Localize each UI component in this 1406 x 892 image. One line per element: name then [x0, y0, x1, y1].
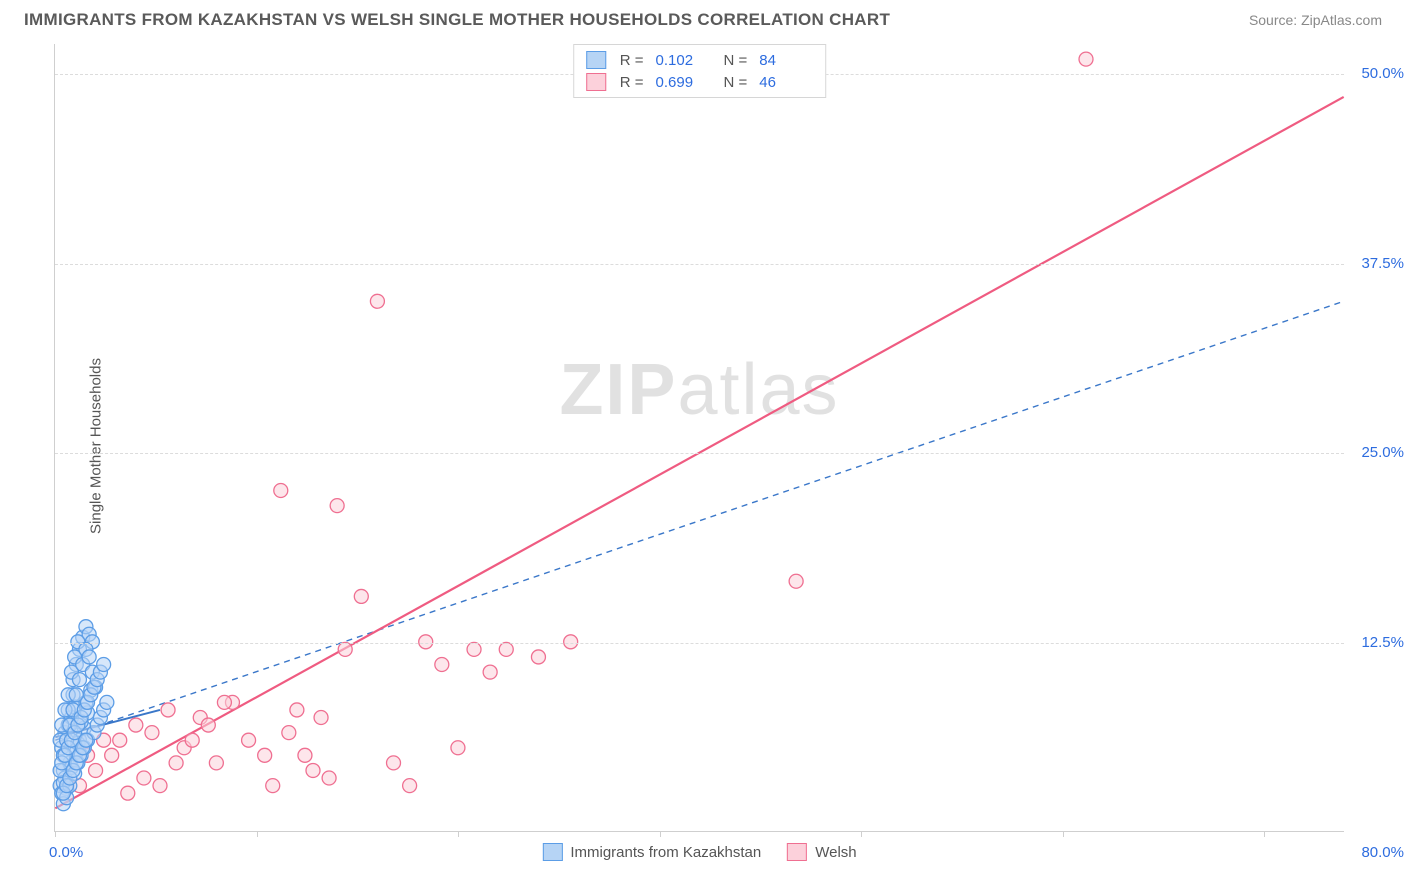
- data-point: [467, 642, 481, 656]
- data-point: [290, 703, 304, 717]
- x-tick: [257, 831, 258, 837]
- gridline: [55, 643, 1344, 644]
- y-tick-label: 50.0%: [1361, 65, 1404, 82]
- data-point: [145, 726, 159, 740]
- x-max-label: 80.0%: [1361, 844, 1404, 861]
- data-point: [153, 779, 167, 793]
- data-point: [79, 733, 93, 747]
- legend-swatch-1: [586, 51, 606, 69]
- plot-svg: [55, 44, 1344, 831]
- legend-stats-row-2: R = 0.699 N = 46: [582, 71, 818, 93]
- data-point: [185, 733, 199, 747]
- data-point: [169, 756, 183, 770]
- legend-n-value-1: 84: [759, 52, 813, 69]
- data-point: [403, 779, 417, 793]
- data-point: [338, 642, 352, 656]
- data-point: [370, 294, 384, 308]
- legend-stats-box: R = 0.102 N = 84 R = 0.699 N = 46: [573, 44, 827, 98]
- data-point: [789, 574, 803, 588]
- legend-bottom-swatch-2: [787, 843, 807, 861]
- data-point: [97, 658, 111, 672]
- trend-line: [55, 301, 1343, 740]
- x-tick: [1063, 831, 1064, 837]
- data-point: [354, 589, 368, 603]
- legend-n-label-2: N =: [724, 74, 748, 91]
- data-point: [298, 748, 312, 762]
- legend-bottom: Immigrants from Kazakhstan Welsh: [542, 843, 856, 861]
- data-point: [82, 650, 96, 664]
- data-point: [435, 658, 449, 672]
- data-point: [274, 483, 288, 497]
- data-point: [282, 726, 296, 740]
- legend-swatch-2: [586, 73, 606, 91]
- x-tick: [861, 831, 862, 837]
- gridline: [55, 264, 1344, 265]
- data-point: [129, 718, 143, 732]
- legend-r-value-2: 0.699: [656, 74, 710, 91]
- data-point: [113, 733, 127, 747]
- chart-plot-area: ZIPatlas R = 0.102 N = 84 R = 0.699 N = …: [54, 44, 1344, 832]
- gridline: [55, 453, 1344, 454]
- data-point: [387, 756, 401, 770]
- data-point: [330, 499, 344, 513]
- data-point: [499, 642, 513, 656]
- legend-stats-row-1: R = 0.102 N = 84: [582, 49, 818, 71]
- data-point: [72, 673, 86, 687]
- legend-n-value-2: 46: [759, 74, 813, 91]
- legend-bottom-item-2: Welsh: [787, 843, 856, 861]
- y-tick-label: 12.5%: [1361, 634, 1404, 651]
- data-point: [161, 703, 175, 717]
- data-point: [137, 771, 151, 785]
- data-point: [201, 718, 215, 732]
- x-tick: [660, 831, 661, 837]
- data-point: [266, 779, 280, 793]
- data-point: [1079, 52, 1093, 66]
- data-point: [322, 771, 336, 785]
- data-point: [242, 733, 256, 747]
- legend-r-label-2: R =: [620, 74, 644, 91]
- y-tick-label: 25.0%: [1361, 444, 1404, 461]
- data-point: [209, 756, 223, 770]
- data-point: [314, 710, 328, 724]
- data-point: [483, 665, 497, 679]
- data-point: [531, 650, 545, 664]
- legend-r-label-1: R =: [620, 52, 644, 69]
- legend-bottom-label-1: Immigrants from Kazakhstan: [570, 844, 761, 861]
- data-point: [306, 763, 320, 777]
- x-min-label: 0.0%: [49, 844, 83, 861]
- data-point: [89, 763, 103, 777]
- x-tick: [1264, 831, 1265, 837]
- x-tick: [458, 831, 459, 837]
- data-point: [100, 695, 114, 709]
- legend-r-value-1: 0.102: [656, 52, 710, 69]
- data-point: [121, 786, 135, 800]
- legend-bottom-item-1: Immigrants from Kazakhstan: [542, 843, 761, 861]
- legend-n-label-1: N =: [724, 52, 748, 69]
- data-point: [105, 748, 119, 762]
- chart-source: Source: ZipAtlas.com: [1249, 12, 1382, 28]
- data-point: [217, 695, 231, 709]
- x-tick: [55, 831, 56, 837]
- legend-bottom-swatch-1: [542, 843, 562, 861]
- legend-bottom-label-2: Welsh: [815, 844, 856, 861]
- chart-title: IMMIGRANTS FROM KAZAKHSTAN VS WELSH SING…: [24, 10, 890, 30]
- y-tick-label: 37.5%: [1361, 255, 1404, 272]
- data-point: [451, 741, 465, 755]
- data-point: [258, 748, 272, 762]
